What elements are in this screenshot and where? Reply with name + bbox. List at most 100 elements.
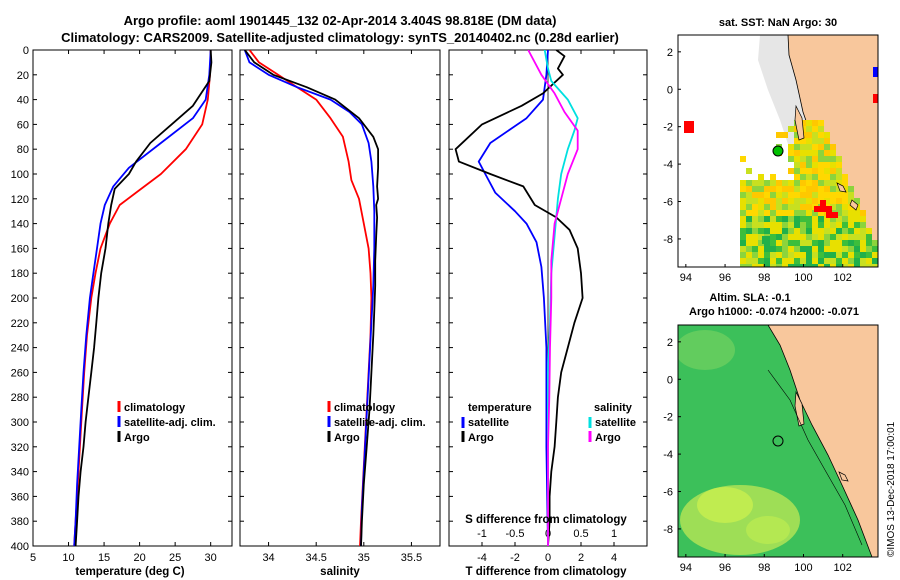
sst-cell <box>746 264 752 267</box>
map-x-tick-label: 100 <box>794 562 812 574</box>
sst-cell <box>794 186 800 192</box>
map-x-tick-label: 100 <box>794 272 812 284</box>
sst-cell <box>788 168 794 174</box>
sst-cell <box>866 264 872 267</box>
sst-cell <box>836 264 842 267</box>
sst-cell <box>818 156 824 162</box>
sst-cell <box>830 180 836 186</box>
sst-cell <box>854 264 860 267</box>
sst-cell <box>746 192 752 198</box>
sst-cell <box>800 186 806 192</box>
sst-cell <box>848 228 854 234</box>
sst-cell <box>818 180 824 186</box>
difference-xlabel-top: S difference from climatology <box>465 514 627 526</box>
sst-cell <box>836 258 842 264</box>
legend-argo-label: Argo <box>124 432 150 444</box>
sst-cell <box>818 162 824 168</box>
sst-cell <box>806 132 812 138</box>
sla-light-patch <box>697 487 753 523</box>
sst-cell <box>812 264 818 267</box>
sst-cell <box>818 120 824 126</box>
sst-cell <box>818 132 824 138</box>
sst-cell <box>830 216 836 222</box>
sst-cell <box>842 174 848 180</box>
sst-cell <box>830 240 836 246</box>
sst-cell <box>836 228 842 234</box>
difference-xlabel: T difference from climatology <box>465 566 627 578</box>
difference-legend-temperature: temperature satellite Argo <box>461 402 532 444</box>
sst-cell <box>794 132 800 138</box>
sst-cell <box>836 234 842 240</box>
sst-cell <box>824 246 830 252</box>
sst-red-square <box>684 121 694 133</box>
difference-lines <box>454 50 584 546</box>
sst-cell <box>764 198 770 204</box>
sst-cell <box>854 240 860 246</box>
sst-cell <box>800 168 806 174</box>
title-line-2: Climatology: CARS2009. Satellite-adjuste… <box>61 30 619 45</box>
legend-climatology-label: climatology <box>124 402 186 414</box>
sst-cell <box>746 234 752 240</box>
sst-cell <box>770 216 776 222</box>
sst-cell <box>752 186 758 192</box>
sst-cell <box>770 174 776 180</box>
y-tick-label: 160 <box>11 243 29 255</box>
sst-cell <box>806 240 812 246</box>
sst-cell <box>740 258 746 264</box>
sst-cell <box>824 222 830 228</box>
temperature-legend: climatology satellite-adj. clim. Argo <box>117 401 216 444</box>
sla-map-frame <box>677 324 879 558</box>
sst-cell <box>812 216 818 222</box>
sst-cell <box>782 192 788 198</box>
legend-t-argo-label: Argo <box>468 432 494 444</box>
sst-cell <box>764 186 770 192</box>
sst-cell <box>806 186 812 192</box>
sst-cell <box>854 252 860 258</box>
sst-cell <box>746 258 752 264</box>
sst-cell <box>830 258 836 264</box>
sst-cell <box>806 264 812 267</box>
x-tick-label: 2 <box>578 552 584 564</box>
watermark: ©IMOS 13-Dec-2018 17:00:01 <box>886 421 897 557</box>
sst-cell <box>776 264 782 267</box>
sst-cell <box>800 252 806 258</box>
sst-cell <box>782 222 788 228</box>
sst-cell <box>836 240 842 246</box>
sst-cell <box>788 222 794 228</box>
y-tick-label: 260 <box>11 367 29 379</box>
title-line-1: Argo profile: aoml 1901445_132 02-Apr-20… <box>124 13 557 28</box>
sst-cell <box>776 210 782 216</box>
sst-cell <box>782 186 788 192</box>
sst-cell <box>848 210 854 216</box>
sst-cell <box>824 216 830 222</box>
x-tick-label: -4 <box>477 552 487 564</box>
sst-cell <box>794 204 800 210</box>
sst-cell <box>854 222 860 228</box>
sst-cell <box>860 222 866 228</box>
sst-cell <box>812 210 818 216</box>
sst-cell <box>800 234 806 240</box>
sst-cell <box>830 174 836 180</box>
sst-cell <box>824 228 830 234</box>
sst-cell <box>764 246 770 252</box>
sla-map-title-1: Altim. SLA: -0.1 <box>709 292 790 304</box>
sst-cell <box>842 264 848 267</box>
sst-cell <box>824 168 830 174</box>
sla-island <box>838 471 849 482</box>
sst-cell <box>824 198 830 204</box>
sst-cell-hot <box>820 200 826 206</box>
sst-cell <box>740 228 746 234</box>
sst-cell-hot <box>814 206 820 212</box>
s-tick-label: -0.5 <box>506 528 525 540</box>
sst-cell <box>800 180 806 186</box>
sst-cell <box>752 246 758 252</box>
sst-cell <box>818 192 824 198</box>
sst-cell <box>842 234 848 240</box>
sst-cell <box>824 252 830 258</box>
sst-cell <box>830 222 836 228</box>
sst-cell <box>770 192 776 198</box>
sst-cell-hot <box>820 206 826 212</box>
sst-cell <box>788 258 794 264</box>
sst-cell <box>806 222 812 228</box>
sst-blue-mark <box>873 67 878 77</box>
